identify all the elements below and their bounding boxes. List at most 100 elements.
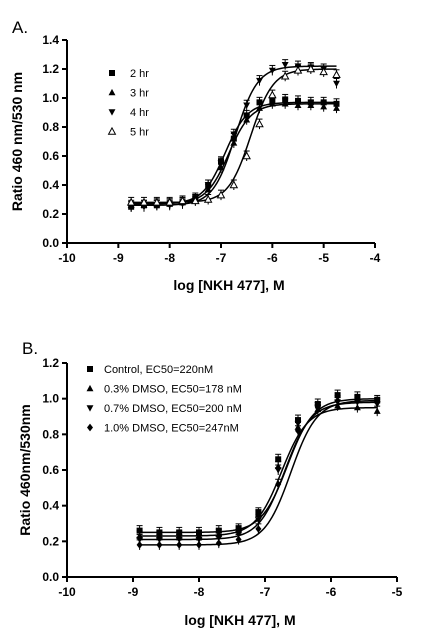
data-point xyxy=(152,197,162,206)
panel-label: B. xyxy=(22,339,38,358)
data-point xyxy=(306,64,316,73)
y-tick-label: 1.0 xyxy=(42,91,59,105)
x-axis-label: log [NKH 477], M xyxy=(173,277,284,293)
data-point xyxy=(373,407,381,414)
data-point xyxy=(334,396,341,405)
data-point xyxy=(268,67,276,75)
data-point xyxy=(294,101,302,108)
y-tick-label: 0.8 xyxy=(42,120,59,134)
data-point xyxy=(126,197,136,206)
legend-label-3: 4 hr xyxy=(130,107,149,119)
data-point xyxy=(204,182,212,189)
fit-curve-4 xyxy=(131,68,337,204)
y-tick-label: 0.6 xyxy=(42,463,59,477)
x-tick-label: -7 xyxy=(216,251,227,265)
data-point xyxy=(196,541,202,549)
legend-marker-1 xyxy=(109,70,115,76)
data-point xyxy=(281,61,289,69)
y-tick-label: 1.2 xyxy=(42,62,59,76)
y-tick-label: 0.2 xyxy=(42,207,59,221)
data-point xyxy=(280,71,290,80)
data-point xyxy=(354,396,361,405)
series-2 xyxy=(127,98,340,211)
x-tick-label: -10 xyxy=(58,251,76,265)
y-tick-label: 0.0 xyxy=(42,570,59,584)
data-point xyxy=(268,100,276,107)
x-tick-label: -10 xyxy=(58,585,76,599)
x-tick-label: -6 xyxy=(267,251,278,265)
data-point xyxy=(255,119,264,128)
legend-marker-4 xyxy=(107,126,117,135)
data-point xyxy=(275,480,282,489)
series-4 xyxy=(136,394,381,550)
data-point xyxy=(176,541,183,549)
y-tick-label: 1.4 xyxy=(42,33,59,47)
legend-label-4: 5 hr xyxy=(130,127,149,139)
data-point xyxy=(256,104,263,111)
x-tick-label: -8 xyxy=(194,585,205,599)
legend-marker-3 xyxy=(108,109,116,116)
data-point xyxy=(256,77,263,85)
data-point xyxy=(255,524,262,533)
series-4 xyxy=(126,63,341,208)
x-tick-label: -7 xyxy=(260,585,271,599)
data-point xyxy=(203,194,213,203)
x-tick-label: -5 xyxy=(392,585,403,599)
legend-label-1: 2 hr xyxy=(130,68,149,80)
panel-label: A. xyxy=(12,18,28,37)
data-point xyxy=(139,197,149,206)
legend-marker-2 xyxy=(108,88,116,96)
data-point xyxy=(256,99,263,106)
data-point xyxy=(314,403,321,412)
y-tick-label: 0.8 xyxy=(42,427,59,441)
data-point xyxy=(216,190,226,199)
data-point xyxy=(333,80,340,88)
x-tick-label: -5 xyxy=(318,251,329,265)
data-point xyxy=(295,426,301,435)
data-point xyxy=(281,100,289,107)
legend-label-2: 3 hr xyxy=(130,88,149,100)
data-point xyxy=(235,535,242,544)
data-point xyxy=(230,131,238,138)
legend-label-1: Control, EC50=220nM xyxy=(104,364,213,376)
data-point xyxy=(374,398,381,407)
legend-marker-4 xyxy=(87,423,93,432)
panel-a-chart: A. -10 -9 -8 -7 -6 -5 -4 0.0 0.2 0.4 0.6 0.8 1.0 1.2 1.… xyxy=(9,18,381,293)
data-point xyxy=(307,101,315,108)
y-tick-label: 1.0 xyxy=(42,392,59,406)
data-point xyxy=(243,102,251,109)
x-tick-label: -4 xyxy=(370,251,381,265)
data-point xyxy=(156,541,163,549)
data-point xyxy=(217,160,225,167)
panel-b-chart: B. -10 -9 -8 -7 -6 -5 0.0 0.2 0.4 0.6 0.8 1.0 1.2 log … xyxy=(17,339,403,628)
x-tick-label: -9 xyxy=(113,251,124,265)
legend-label-3: 0.7% DMSO, EC50=200 nM xyxy=(104,403,242,415)
x-tick-label: -9 xyxy=(128,585,139,599)
legend-marker-2 xyxy=(86,384,94,392)
data-point xyxy=(165,197,174,206)
y-axis-label: Ratio 460nm/530nm xyxy=(17,404,33,536)
data-point xyxy=(319,67,328,76)
data-point xyxy=(229,180,239,189)
y-tick-label: 0.4 xyxy=(42,178,59,192)
data-point xyxy=(215,539,222,548)
data-point xyxy=(230,139,238,146)
data-point xyxy=(293,65,303,74)
data-point xyxy=(191,196,200,205)
legend-label-2: 0.3% DMSO, EC50=178 nM xyxy=(104,384,242,396)
data-point xyxy=(332,70,341,78)
series-3 xyxy=(136,396,381,545)
legend-marker-3 xyxy=(86,405,94,412)
data-point xyxy=(268,90,277,99)
data-point xyxy=(333,104,340,111)
legend-marker-1 xyxy=(87,366,93,372)
y-tick-label: 0.0 xyxy=(42,236,59,250)
data-point xyxy=(254,510,262,518)
series-1 xyxy=(128,93,340,212)
data-point xyxy=(275,456,282,463)
x-tick-label: -6 xyxy=(326,585,337,599)
y-tick-label: 1.2 xyxy=(42,356,59,370)
y-tick-label: 0.2 xyxy=(42,534,59,548)
data-point xyxy=(320,103,328,110)
